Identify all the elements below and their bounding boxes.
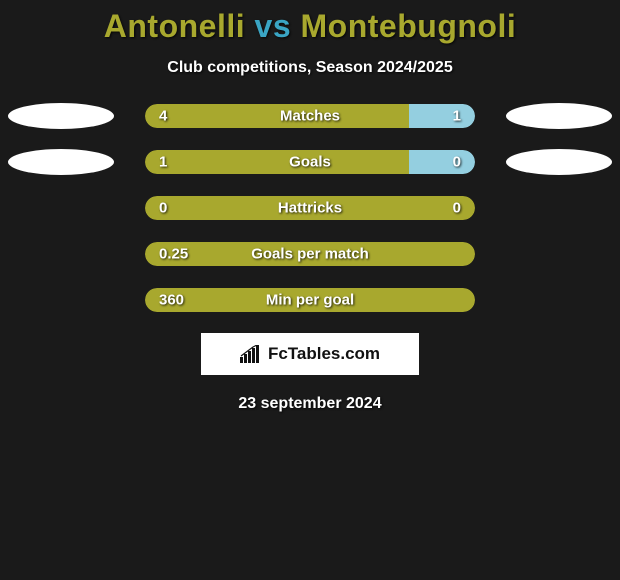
stat-label: Min per goal bbox=[266, 292, 354, 309]
page-title: Antonelli vs Montebugnoli bbox=[0, 8, 620, 45]
stat-value-right: 1 bbox=[453, 108, 461, 125]
bar-segment-right bbox=[409, 150, 475, 174]
logo-text: FcTables.com bbox=[268, 344, 380, 364]
stat-label: Goals per match bbox=[251, 246, 369, 263]
stat-rows: 4 1 Matches 1 0 Goals 0 0 Hattricks 0.25 Goals per… bbox=[0, 103, 620, 313]
player1-badge bbox=[8, 149, 114, 175]
stat-value-right: 0 bbox=[453, 154, 461, 171]
stat-value-left: 0 bbox=[159, 200, 167, 217]
stat-row: 0.25 Goals per match bbox=[0, 241, 620, 267]
stat-value-left: 4 bbox=[159, 108, 167, 125]
stat-row: 0 0 Hattricks bbox=[0, 195, 620, 221]
stat-bar: 360 Min per goal bbox=[145, 288, 475, 312]
stat-value-left: 0.25 bbox=[159, 246, 188, 263]
subtitle: Club competitions, Season 2024/2025 bbox=[0, 59, 620, 77]
comparison-widget: Antonelli vs Montebugnoli Club competiti… bbox=[0, 0, 620, 413]
stat-label: Matches bbox=[280, 108, 340, 125]
stat-label: Hattricks bbox=[278, 200, 342, 217]
player2-badge bbox=[506, 149, 612, 175]
bar-segment-left bbox=[145, 150, 409, 174]
stat-bar: 0.25 Goals per match bbox=[145, 242, 475, 266]
player1-name: Antonelli bbox=[104, 8, 245, 44]
stat-bar: 0 0 Hattricks bbox=[145, 196, 475, 220]
stat-bar: 4 1 Matches bbox=[145, 104, 475, 128]
stat-value-right: 0 bbox=[453, 200, 461, 217]
stat-row: 360 Min per goal bbox=[0, 287, 620, 313]
vs-separator: vs bbox=[255, 8, 292, 44]
bar-segment-left bbox=[145, 104, 409, 128]
stat-bar: 1 0 Goals bbox=[145, 150, 475, 174]
player2-badge bbox=[506, 103, 612, 129]
stat-row: 4 1 Matches bbox=[0, 103, 620, 129]
player2-name: Montebugnoli bbox=[301, 8, 517, 44]
source-logo[interactable]: FcTables.com bbox=[201, 333, 419, 375]
date-label: 23 september 2024 bbox=[0, 395, 620, 413]
stat-value-left: 1 bbox=[159, 154, 167, 171]
player1-badge bbox=[8, 103, 114, 129]
stat-value-left: 360 bbox=[159, 292, 184, 309]
bar-segment-right bbox=[409, 104, 475, 128]
bar-chart-icon bbox=[240, 345, 262, 363]
stat-row: 1 0 Goals bbox=[0, 149, 620, 175]
stat-label: Goals bbox=[289, 154, 331, 171]
